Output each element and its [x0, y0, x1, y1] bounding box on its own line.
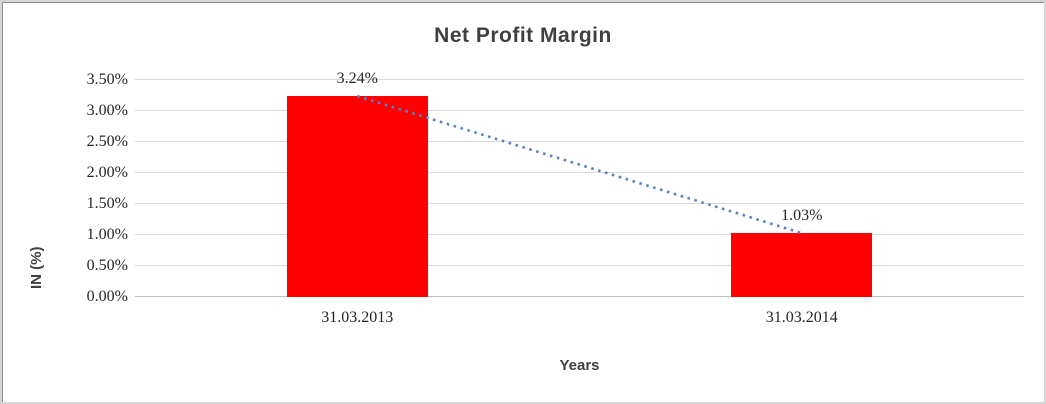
gridline [135, 203, 1024, 204]
x-tick-label: 31.03.2014 [765, 309, 838, 326]
trendline [356, 94, 803, 235]
y-tick-label: 0.00% [86, 288, 128, 305]
chart-title: Net Profit Margin [434, 24, 612, 47]
x-axis-line [135, 296, 1024, 297]
gridline [135, 141, 1024, 142]
x-axis-category-labels: 31.03.2013 31.03.2014 [135, 309, 1024, 331]
trendline-path [356, 94, 803, 235]
y-tick-label: 0.50% [86, 257, 128, 274]
gridline [135, 265, 1024, 266]
data-label: 3.24% [336, 70, 378, 88]
bar-31.03.2013 [286, 96, 428, 297]
y-tick-label: 1.50% [86, 195, 128, 212]
plot-area: 3.24% 1.03% [135, 70, 1024, 297]
x-tick-label: 31.03.2013 [321, 309, 394, 326]
gridline [135, 234, 1024, 235]
gridline [135, 79, 1024, 80]
y-axis-tick-labels: 0.00% 0.50% 1.00% 1.50% 2.00% 2.50% 3.00% 3.50% [2, 71, 128, 305]
y-tick-label: 3.00% [86, 102, 128, 119]
gridline [135, 172, 1024, 173]
y-tick-label: 2.50% [86, 133, 128, 150]
x-axis-title: Years [559, 357, 600, 374]
gridline [135, 110, 1024, 111]
data-label: 1.03% [781, 207, 823, 225]
y-tick-label: 3.50% [86, 71, 128, 88]
bar-31.03.2014 [731, 233, 873, 297]
y-tick-label: 2.00% [86, 164, 128, 181]
y-tick-label: 1.00% [86, 226, 128, 243]
